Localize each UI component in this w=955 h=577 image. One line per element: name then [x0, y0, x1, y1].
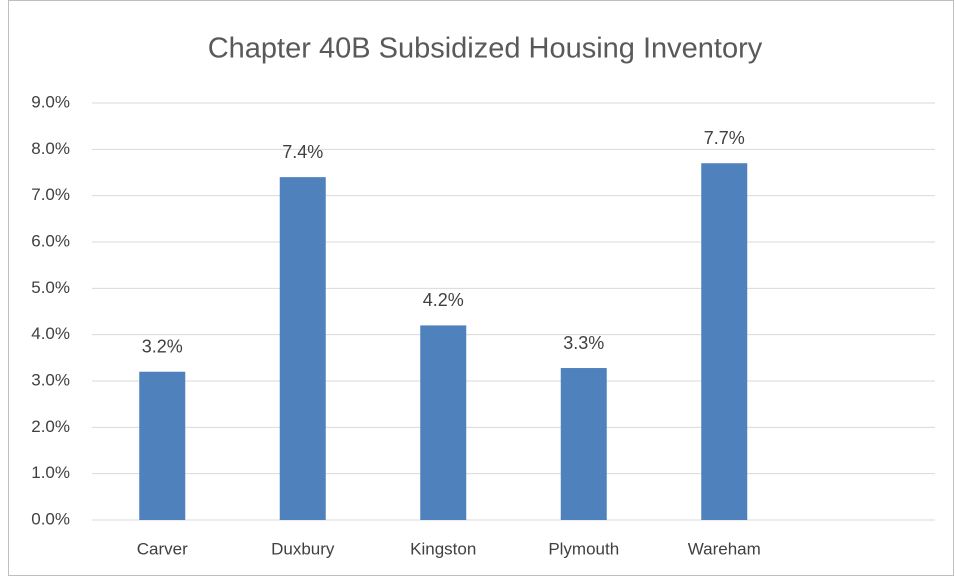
y-tick-label: 1.0%: [31, 463, 70, 482]
y-tick-label: 0.0%: [31, 509, 70, 528]
y-tick-label: 8.0%: [31, 139, 70, 158]
data-label: 3.3%: [563, 333, 604, 353]
y-tick-label: 4.0%: [31, 324, 70, 343]
bar: [139, 371, 186, 520]
chart-title: Chapter 40B Subsidized Housing Inventory: [208, 33, 763, 65]
x-tick-label: Plymouth: [548, 539, 619, 558]
y-tick-label: 3.0%: [31, 370, 70, 389]
x-tick-label: Duxbury: [271, 539, 335, 558]
y-tick-label: 7.0%: [31, 185, 70, 204]
y-tick-label: 2.0%: [31, 417, 70, 436]
x-tick-label: Kingston: [410, 539, 476, 558]
data-label: 7.7%: [704, 128, 745, 148]
bar: [279, 177, 326, 520]
x-tick-label: Carver: [137, 539, 188, 558]
data-label: 3.2%: [142, 336, 183, 356]
bar: [701, 163, 748, 520]
y-tick-label: 5.0%: [31, 278, 70, 297]
bar: [420, 325, 467, 520]
bar: [560, 368, 607, 520]
x-tick-label: Wareham: [688, 539, 761, 558]
data-label: 7.4%: [282, 142, 323, 162]
y-tick-label: 9.0%: [31, 92, 70, 111]
data-label: 4.2%: [423, 290, 464, 310]
y-tick-label: 6.0%: [31, 231, 70, 250]
